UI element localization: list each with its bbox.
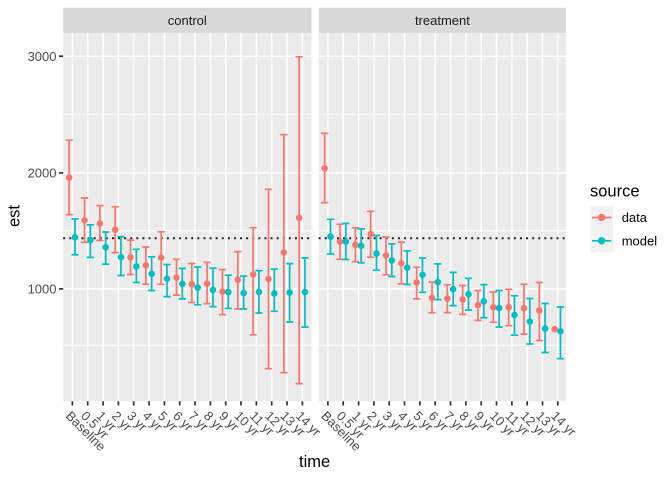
svg-text:control: control [168,13,207,28]
svg-text:time: time [299,453,330,471]
svg-text:model: model [622,233,658,248]
svg-text:est: est [6,205,24,227]
svg-text:2000: 2000 [28,166,57,181]
svg-text:3000: 3000 [28,49,57,64]
svg-text:1000: 1000 [28,282,57,297]
svg-text:source: source [590,183,640,201]
svg-text:data: data [622,210,648,225]
svg-text:treatment: treatment [415,13,470,28]
